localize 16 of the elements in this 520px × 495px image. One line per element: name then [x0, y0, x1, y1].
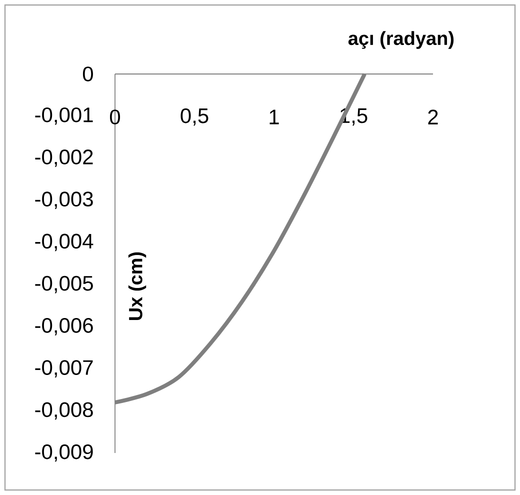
- y-tick-label: -0,005: [35, 276, 93, 294]
- x-tick-label: 0,5: [180, 108, 208, 126]
- y-tick-label: -0,004: [35, 234, 94, 252]
- x-tick-label: 1: [270, 110, 279, 124]
- y-tick-label: -0,006: [35, 318, 93, 336]
- x-axis-title: açı (radyan): [348, 31, 454, 49]
- y-tick-label: -0,007: [35, 360, 93, 378]
- y-tick-label: -0,008: [35, 402, 93, 420]
- y-tick-label: -0,002: [35, 150, 93, 167]
- y-axis-title: Ux (cm): [128, 252, 146, 320]
- x-tick-label: 2: [428, 110, 438, 124]
- y-tick-label: -0,001: [35, 107, 93, 125]
- x-tick-label: 0: [110, 110, 120, 124]
- y-tick-label: 0: [82, 66, 93, 82]
- y-tick-label: -0,003: [35, 192, 93, 210]
- y-tick-label: -0,009: [35, 444, 93, 462]
